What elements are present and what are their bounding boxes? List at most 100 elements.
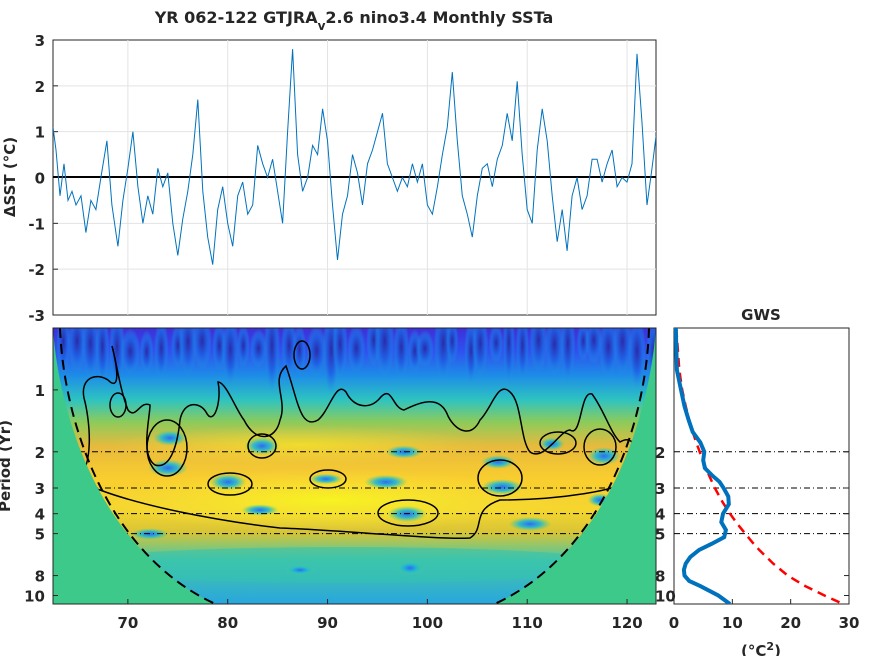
gws-y-ticks: 2 3 4 5 810: [655, 444, 849, 605]
low-power-blob: [281, 328, 297, 377]
low-power-blob: [306, 328, 327, 377]
low-power-blob: [120, 328, 141, 375]
gws-y-tick-label: 5: [655, 526, 665, 544]
wavelet-x-tick-label: 110: [512, 614, 543, 632]
coi-left-boundary: [59, 328, 219, 604]
gws-power-curve: [674, 328, 732, 604]
timeseries-y-tick-label: -2: [28, 261, 45, 279]
low-power-blob: [585, 328, 603, 364]
sst-anomaly-line: [53, 49, 656, 265]
gws-reference-lines: [674, 451, 849, 535]
medium-power-blob: [309, 473, 343, 485]
low-power-blob: [139, 329, 154, 374]
low-frequency-band: [65, 547, 625, 583]
low-power-blobs: [56, 328, 656, 395]
wavelet-y-tick-label: 8: [35, 568, 45, 586]
timeseries-grid: [53, 40, 656, 315]
low-power-blob: [416, 329, 434, 368]
low-power-blob: [56, 328, 71, 375]
medium-power-blob: [480, 455, 516, 469]
gws-y-tick-label: 3: [655, 480, 665, 498]
medium-power-blob: [395, 560, 425, 576]
medium-power-blob: [508, 516, 552, 532]
wavelet-y-axis-label: Period (Yr): [0, 420, 14, 512]
low-power-blob: [529, 328, 548, 373]
low-power-blob: [446, 328, 459, 365]
low-power-blob: [236, 328, 250, 368]
low-power-blob: [263, 328, 280, 392]
low-power-blob: [109, 328, 125, 385]
low-power-blob: [95, 328, 110, 384]
wavelet-y-tick-label: 4: [35, 506, 45, 524]
low-power-blob: [544, 328, 565, 376]
timeseries-y-tick-label: 0: [35, 170, 45, 188]
low-power-blob: [221, 328, 240, 386]
medium-power-blob: [153, 430, 187, 446]
low-power-blob: [249, 328, 268, 368]
low-power-blob: [192, 328, 212, 370]
low-power-blob: [347, 328, 366, 373]
wavelet-y-tick-label: 2: [35, 444, 45, 462]
wavelet-axes-box: [52, 327, 657, 605]
wavelet-x-tick-label: 120: [611, 614, 642, 632]
wavelet-y-ticks: 1 2 3 4 5 810: [24, 382, 58, 605]
wavelet-y-tick-label: 1: [35, 382, 45, 400]
gws-significance-curve: [675, 328, 844, 604]
timeseries-y-tick-label: -3: [28, 307, 45, 325]
timeseries-panel: 3 2 1 0 -1 -2 -3 ΔSST (°C): [1, 32, 657, 325]
wavelet-y-tick-label: 10: [24, 587, 45, 605]
low-power-blob: [393, 328, 410, 379]
low-power-blob: [516, 328, 529, 382]
gws-x-tick-label: 0: [669, 614, 679, 632]
gws-y-tick-label: 10: [655, 587, 676, 605]
wavelet-y-tick-label: 3: [35, 480, 45, 498]
wavelet-reference-lines: [53, 451, 656, 535]
coi-left: [53, 328, 216, 604]
gws-y-tick-label: 4: [655, 506, 665, 524]
gws-x-tick-label: 20: [780, 614, 801, 632]
low-power-blob: [374, 328, 395, 377]
low-power-blob: [628, 328, 646, 389]
chart-title: YR 062-122 GTJRAv2.6 nino3.4 Monthly SST…: [154, 8, 554, 33]
low-power-blob: [81, 328, 100, 380]
timeseries-y-tick-label: 2: [35, 78, 45, 96]
gws-axes-box: [673, 327, 850, 605]
wavelet-x-tick-label: 80: [217, 614, 238, 632]
gws-x-ticks: 0 10 20 30: [669, 599, 860, 632]
medium-power-blob: [284, 564, 316, 576]
gws-x-axis-label: (°C2): [741, 640, 781, 656]
coi-right-boundary: [491, 328, 650, 604]
timeseries-y-tick-label: 3: [35, 32, 45, 50]
chart-title-subscript: v: [318, 19, 326, 33]
wavelet-y-tick-label: 5: [35, 526, 45, 544]
timeseries-y-axis-label: ΔSST (°C): [1, 137, 19, 217]
gws-y-tick-label: 2: [655, 444, 665, 462]
timeseries-y-tick-label: 1: [35, 124, 45, 142]
wavelet-x-tick-label: 70: [117, 614, 138, 632]
low-power-blob: [502, 328, 515, 384]
coi-right: [494, 328, 656, 604]
gws-x-tick-label: 30: [839, 614, 860, 632]
low-power-blob: [472, 328, 489, 377]
medium-power-blob: [209, 473, 247, 491]
medium-power-blob: [364, 474, 408, 490]
wavelet-x-tick-label: 90: [317, 614, 338, 632]
wavelet-x-ticks: 70 80 90 100 110 120: [117, 599, 643, 632]
timeseries-y-tick-label: -1: [28, 215, 45, 233]
gws-title: GWS: [741, 306, 781, 324]
timeseries-y-ticks: 3 2 1 0 -1 -2 -3: [28, 32, 58, 325]
low-power-blob: [560, 328, 576, 383]
gws-y-tick-label: 8: [655, 568, 665, 586]
low-power-blob: [332, 328, 348, 379]
low-power-blob: [154, 328, 169, 379]
medium-power-blob: [241, 504, 279, 516]
low-power-blob: [488, 328, 504, 363]
significance-contours: [73, 340, 638, 540]
medium-power-blob: [244, 437, 280, 455]
gws-x-tick-label: 10: [722, 614, 743, 632]
wavelet-panel: 70 80 90 100 110 120 1 2 3 4 5 810 Period (Yr): [0, 327, 657, 632]
low-power-blob: [612, 328, 633, 376]
wavelet-x-tick-label: 100: [412, 614, 443, 632]
